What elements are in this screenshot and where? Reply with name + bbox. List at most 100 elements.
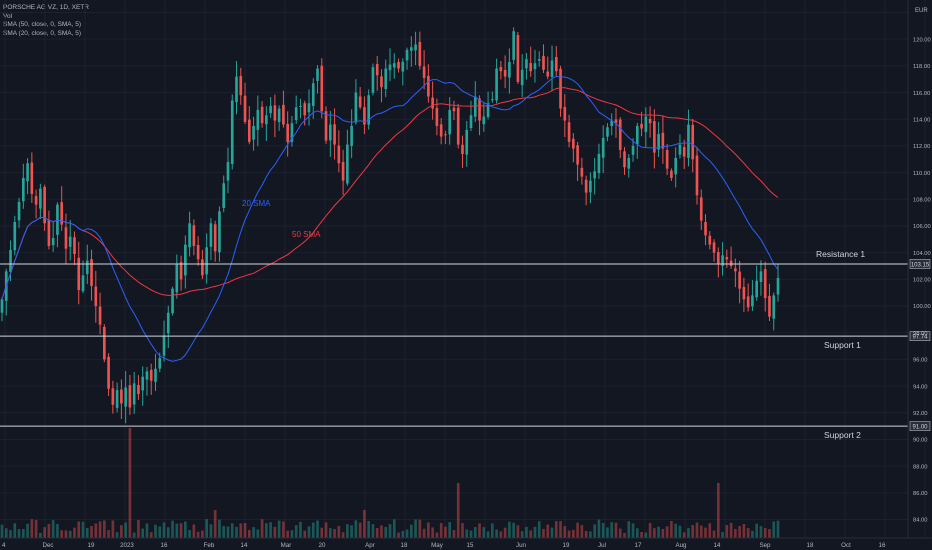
candle-down [559,68,562,109]
candle-up [597,153,601,174]
volume-bar [124,522,127,538]
volume-bar [141,528,145,538]
candle-up [21,177,25,202]
volume-bar [699,525,703,538]
volume-bar [665,526,669,538]
price-tick-label: 96.00 [913,358,928,364]
candle-down [282,104,285,125]
volume-bar [482,527,486,538]
candle-down [461,144,464,154]
time-tick-label: 2023 [120,542,134,549]
candle-up [307,103,311,113]
volume-bar [358,522,362,538]
legend-symbol[interactable]: PORSCHE AG VZ, 1D, XETR [3,4,89,11]
candle-down [572,138,575,149]
volume-bar [627,521,631,538]
volume-bar [380,525,383,538]
candle-up [252,125,255,140]
candle-down [699,197,703,221]
candle-up [469,115,473,128]
volume-bar [401,530,405,538]
candle-down [273,105,277,121]
volume-bar [405,529,409,538]
candle-up [644,116,648,132]
candle-up [550,60,554,77]
candle-down [64,227,68,249]
volume-bar [606,527,609,538]
candle-up [392,63,396,68]
candle-up [141,376,145,391]
volume-bar [213,510,217,538]
candle-up [627,157,631,169]
candle-up [184,244,187,276]
level-axis-tag [909,331,931,341]
volume-bar [576,522,579,538]
candle-up [162,335,166,356]
volume-bar [623,532,626,538]
volume-bar [751,530,754,538]
candle-up [401,61,405,72]
volume-bar [346,524,349,538]
volume-bar [230,523,234,538]
time-tick-label: 18 [807,542,814,549]
volume-bar [729,522,733,538]
price-tick-label: 106.00 [913,224,931,230]
volume-bar [682,532,686,538]
time-tick-label: Jun [516,542,527,549]
candle-down [34,196,38,205]
candle-down [554,57,558,72]
candle-up [751,295,754,307]
volume-bar [601,523,605,538]
candle-up [166,312,170,334]
price-tick-label: 98.00 [913,331,928,337]
volume-bar [712,530,716,538]
volume-bar [742,523,746,538]
volume-bar [546,524,550,538]
volume-bar [184,521,187,538]
time-tick-label: Dec [42,542,53,549]
legend-sma20[interactable]: SMA (20, close, 0, SMA, 5) [3,29,82,37]
candle-down [179,262,183,280]
candle-down [397,62,400,69]
volume-bar [94,523,98,538]
candle-up [0,299,4,313]
volume-bar [51,520,55,538]
legend-volume[interactable]: Vol [3,12,13,20]
volume-bar [635,528,639,538]
candle-up [525,59,528,69]
candle-up [188,223,191,248]
candle-down [422,66,426,78]
level-axis-value: 97.74 [912,335,928,341]
volume-bar [4,528,8,538]
volume-bar [687,528,690,538]
volume-bar [307,526,311,538]
candle-down [546,71,550,77]
volume-bar [324,522,328,538]
volume-bar [13,523,17,538]
volume-bar [384,527,388,538]
volume-bar [695,522,699,538]
volume-bar [209,524,213,538]
candle-up [39,188,42,209]
candle-up [657,133,660,150]
volume-bar [456,483,460,538]
volume-bar [273,526,277,538]
price-tick-label: 116.00 [913,91,930,97]
price-tick-label: 84.00 [913,518,928,524]
candle-up [81,275,85,292]
legend-sma50[interactable]: SMA (50, close, 0, SMA, 5) [3,21,82,28]
volume-bar [81,521,85,538]
volume-bar [721,532,724,538]
candle-up [175,264,179,293]
volume-bar [201,530,204,538]
candle-down [418,41,422,66]
volume-bar [132,532,136,538]
candle-up [589,180,592,193]
volume-bar [542,528,545,538]
candle-down [149,369,153,381]
volume-bar [30,519,34,538]
volume-bar [567,530,571,538]
volume-bar [247,529,251,538]
candle-down [303,103,307,116]
